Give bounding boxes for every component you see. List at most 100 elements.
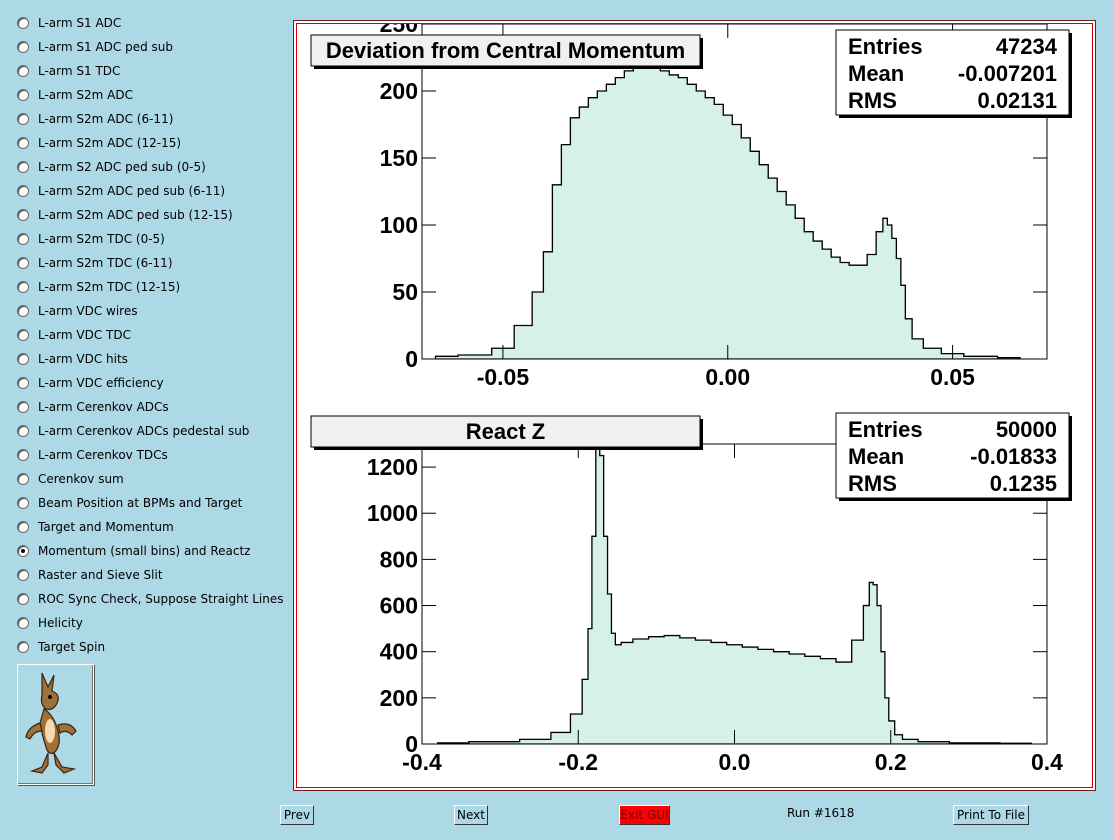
radio-option[interactable]: ROC Sync Check, Suppose Straight Lines <box>17 589 283 609</box>
radio-option[interactable]: L-arm S2m ADC (12-15) <box>17 133 181 153</box>
radio-option[interactable]: L-arm Cerenkov TDCs <box>17 445 168 465</box>
radio-button[interactable] <box>17 641 29 653</box>
radio-option-label: Momentum (small bins) and Reactz <box>38 544 251 558</box>
radio-option[interactable]: Cerenkov sum <box>17 469 124 489</box>
radio-button[interactable] <box>17 161 29 173</box>
radio-option[interactable]: L-arm S1 ADC <box>17 13 121 33</box>
radio-option-label: L-arm S1 ADC <box>38 16 122 30</box>
radio-button[interactable] <box>17 209 29 221</box>
plot-title: React Z <box>466 419 545 444</box>
x-tick-label: -0.05 <box>477 364 530 390</box>
radio-button[interactable] <box>17 41 29 53</box>
stats-value: -0.007201 <box>958 61 1057 86</box>
prev-button[interactable]: Prev <box>280 805 314 825</box>
radio-option[interactable]: L-arm S2m TDC (0-5) <box>17 229 165 249</box>
radio-button[interactable] <box>17 617 29 629</box>
radio-option-label: Helicity <box>38 616 83 630</box>
radio-button[interactable] <box>17 377 29 389</box>
mascot-button[interactable] <box>17 664 94 785</box>
y-tick-label: 200 <box>380 685 418 711</box>
histogram-outline <box>436 444 1033 744</box>
radio-option-label: L-arm S2m ADC (6-11) <box>38 112 174 126</box>
radio-option[interactable]: L-arm S2 ADC ped sub (0-5) <box>17 157 206 177</box>
radio-button[interactable] <box>17 65 29 77</box>
radio-option[interactable]: Target Spin <box>17 637 105 657</box>
plot-canvas-frame: 0 50 100 150 200 250 -0.05 0.00 0.05 Deviation fr… <box>293 20 1096 791</box>
radio-option[interactable]: Beam Position at BPMs and Target <box>17 493 242 513</box>
radio-button[interactable] <box>17 137 29 149</box>
radio-option[interactable]: L-arm S2m ADC ped sub (12-15) <box>17 205 233 225</box>
y-tick-label: 400 <box>380 639 418 665</box>
radio-option-label: Raster and Sieve Slit <box>38 568 163 582</box>
radio-button[interactable] <box>17 473 29 485</box>
histogram-outline <box>434 63 1021 359</box>
radio-option[interactable]: L-arm S2m ADC (6-11) <box>17 109 173 129</box>
radio-button[interactable] <box>17 593 29 605</box>
radio-option[interactable]: L-arm Cerenkov ADCs pedestal sub <box>17 421 249 441</box>
stats-value: 47234 <box>996 34 1058 59</box>
radio-option-label: Beam Position at BPMs and Target <box>38 496 243 510</box>
radio-option-label: Target Spin <box>38 640 106 654</box>
y-tick-label: 100 <box>380 212 418 238</box>
x-tick-label: 0.05 <box>930 364 975 390</box>
y-tick-label: 150 <box>380 145 418 171</box>
stats-value: -0.01833 <box>970 444 1057 469</box>
stats-box <box>835 29 1070 116</box>
radio-option[interactable]: L-arm VDC hits <box>17 349 128 369</box>
y-tick-label: 800 <box>380 546 418 572</box>
radio-option[interactable]: L-arm VDC efficiency <box>17 373 164 393</box>
x-tick-label: 0.2 <box>875 749 907 775</box>
radio-option[interactable]: L-arm Cerenkov ADCs <box>17 397 169 417</box>
stats-value: 0.1235 <box>990 471 1057 496</box>
radio-button[interactable] <box>17 281 29 293</box>
x-tick-label: 0.00 <box>705 364 750 390</box>
x-tick-label: -0.2 <box>558 749 598 775</box>
radio-option-label: L-arm S2m ADC ped sub (12-15) <box>38 208 233 222</box>
stats-value: 0.02131 <box>977 88 1057 113</box>
radio-button[interactable] <box>17 449 29 461</box>
radio-option-label: L-arm S1 ADC ped sub <box>38 40 173 54</box>
radio-option[interactable]: L-arm VDC wires <box>17 301 137 321</box>
radio-option-label: L-arm VDC TDC <box>38 328 131 342</box>
radio-option[interactable]: Momentum (small bins) and Reactz <box>17 541 250 561</box>
plot-title-box <box>310 415 701 448</box>
radio-option[interactable]: L-arm S2m TDC (12-15) <box>17 277 180 297</box>
radio-button[interactable] <box>17 401 29 413</box>
radio-button[interactable] <box>17 257 29 269</box>
radio-button[interactable] <box>17 569 29 581</box>
radio-option[interactable]: Raster and Sieve Slit <box>17 565 163 585</box>
radio-button[interactable] <box>17 497 29 509</box>
radio-button[interactable] <box>17 329 29 341</box>
print-to-file-button[interactable]: Print To File <box>953 805 1029 825</box>
radio-option[interactable]: L-arm S2m TDC (6-11) <box>17 253 173 273</box>
radio-button[interactable] <box>17 113 29 125</box>
exit-gui-button[interactable]: Exit GUI <box>619 805 670 825</box>
stats-value: 50000 <box>996 417 1057 442</box>
radio-button-checked[interactable] <box>17 545 29 557</box>
radio-button[interactable] <box>17 17 29 29</box>
radio-option-label: L-arm Cerenkov TDCs <box>38 448 168 462</box>
radio-option[interactable]: L-arm S2m ADC <box>17 85 133 105</box>
radio-option-label: L-arm VDC hits <box>38 352 128 366</box>
radio-button[interactable] <box>17 89 29 101</box>
radio-option[interactable]: Helicity <box>17 613 83 633</box>
radio-option[interactable]: Target and Momentum <box>17 517 174 537</box>
radio-button[interactable] <box>17 233 29 245</box>
radio-option[interactable]: L-arm S2m ADC ped sub (6-11) <box>17 181 225 201</box>
plot-canvas[interactable]: 0 50 100 150 200 250 -0.05 0.00 0.05 Deviation fr… <box>296 23 1093 788</box>
plot-frame <box>421 24 1048 360</box>
stats-label: RMS <box>848 471 897 496</box>
radio-option[interactable]: L-arm S1 TDC <box>17 61 120 81</box>
radio-button[interactable] <box>17 305 29 317</box>
x-tick-label: 0.0 <box>719 749 751 775</box>
radio-button[interactable] <box>17 521 29 533</box>
radio-option-label: L-arm S1 TDC <box>38 64 121 78</box>
radio-button[interactable] <box>17 353 29 365</box>
radio-button[interactable] <box>17 425 29 437</box>
next-button[interactable]: Next <box>454 805 488 825</box>
radio-option[interactable]: L-arm VDC TDC <box>17 325 131 345</box>
radio-option[interactable]: L-arm S1 ADC ped sub <box>17 37 173 57</box>
radio-button[interactable] <box>17 185 29 197</box>
plot-title-box <box>310 34 701 67</box>
